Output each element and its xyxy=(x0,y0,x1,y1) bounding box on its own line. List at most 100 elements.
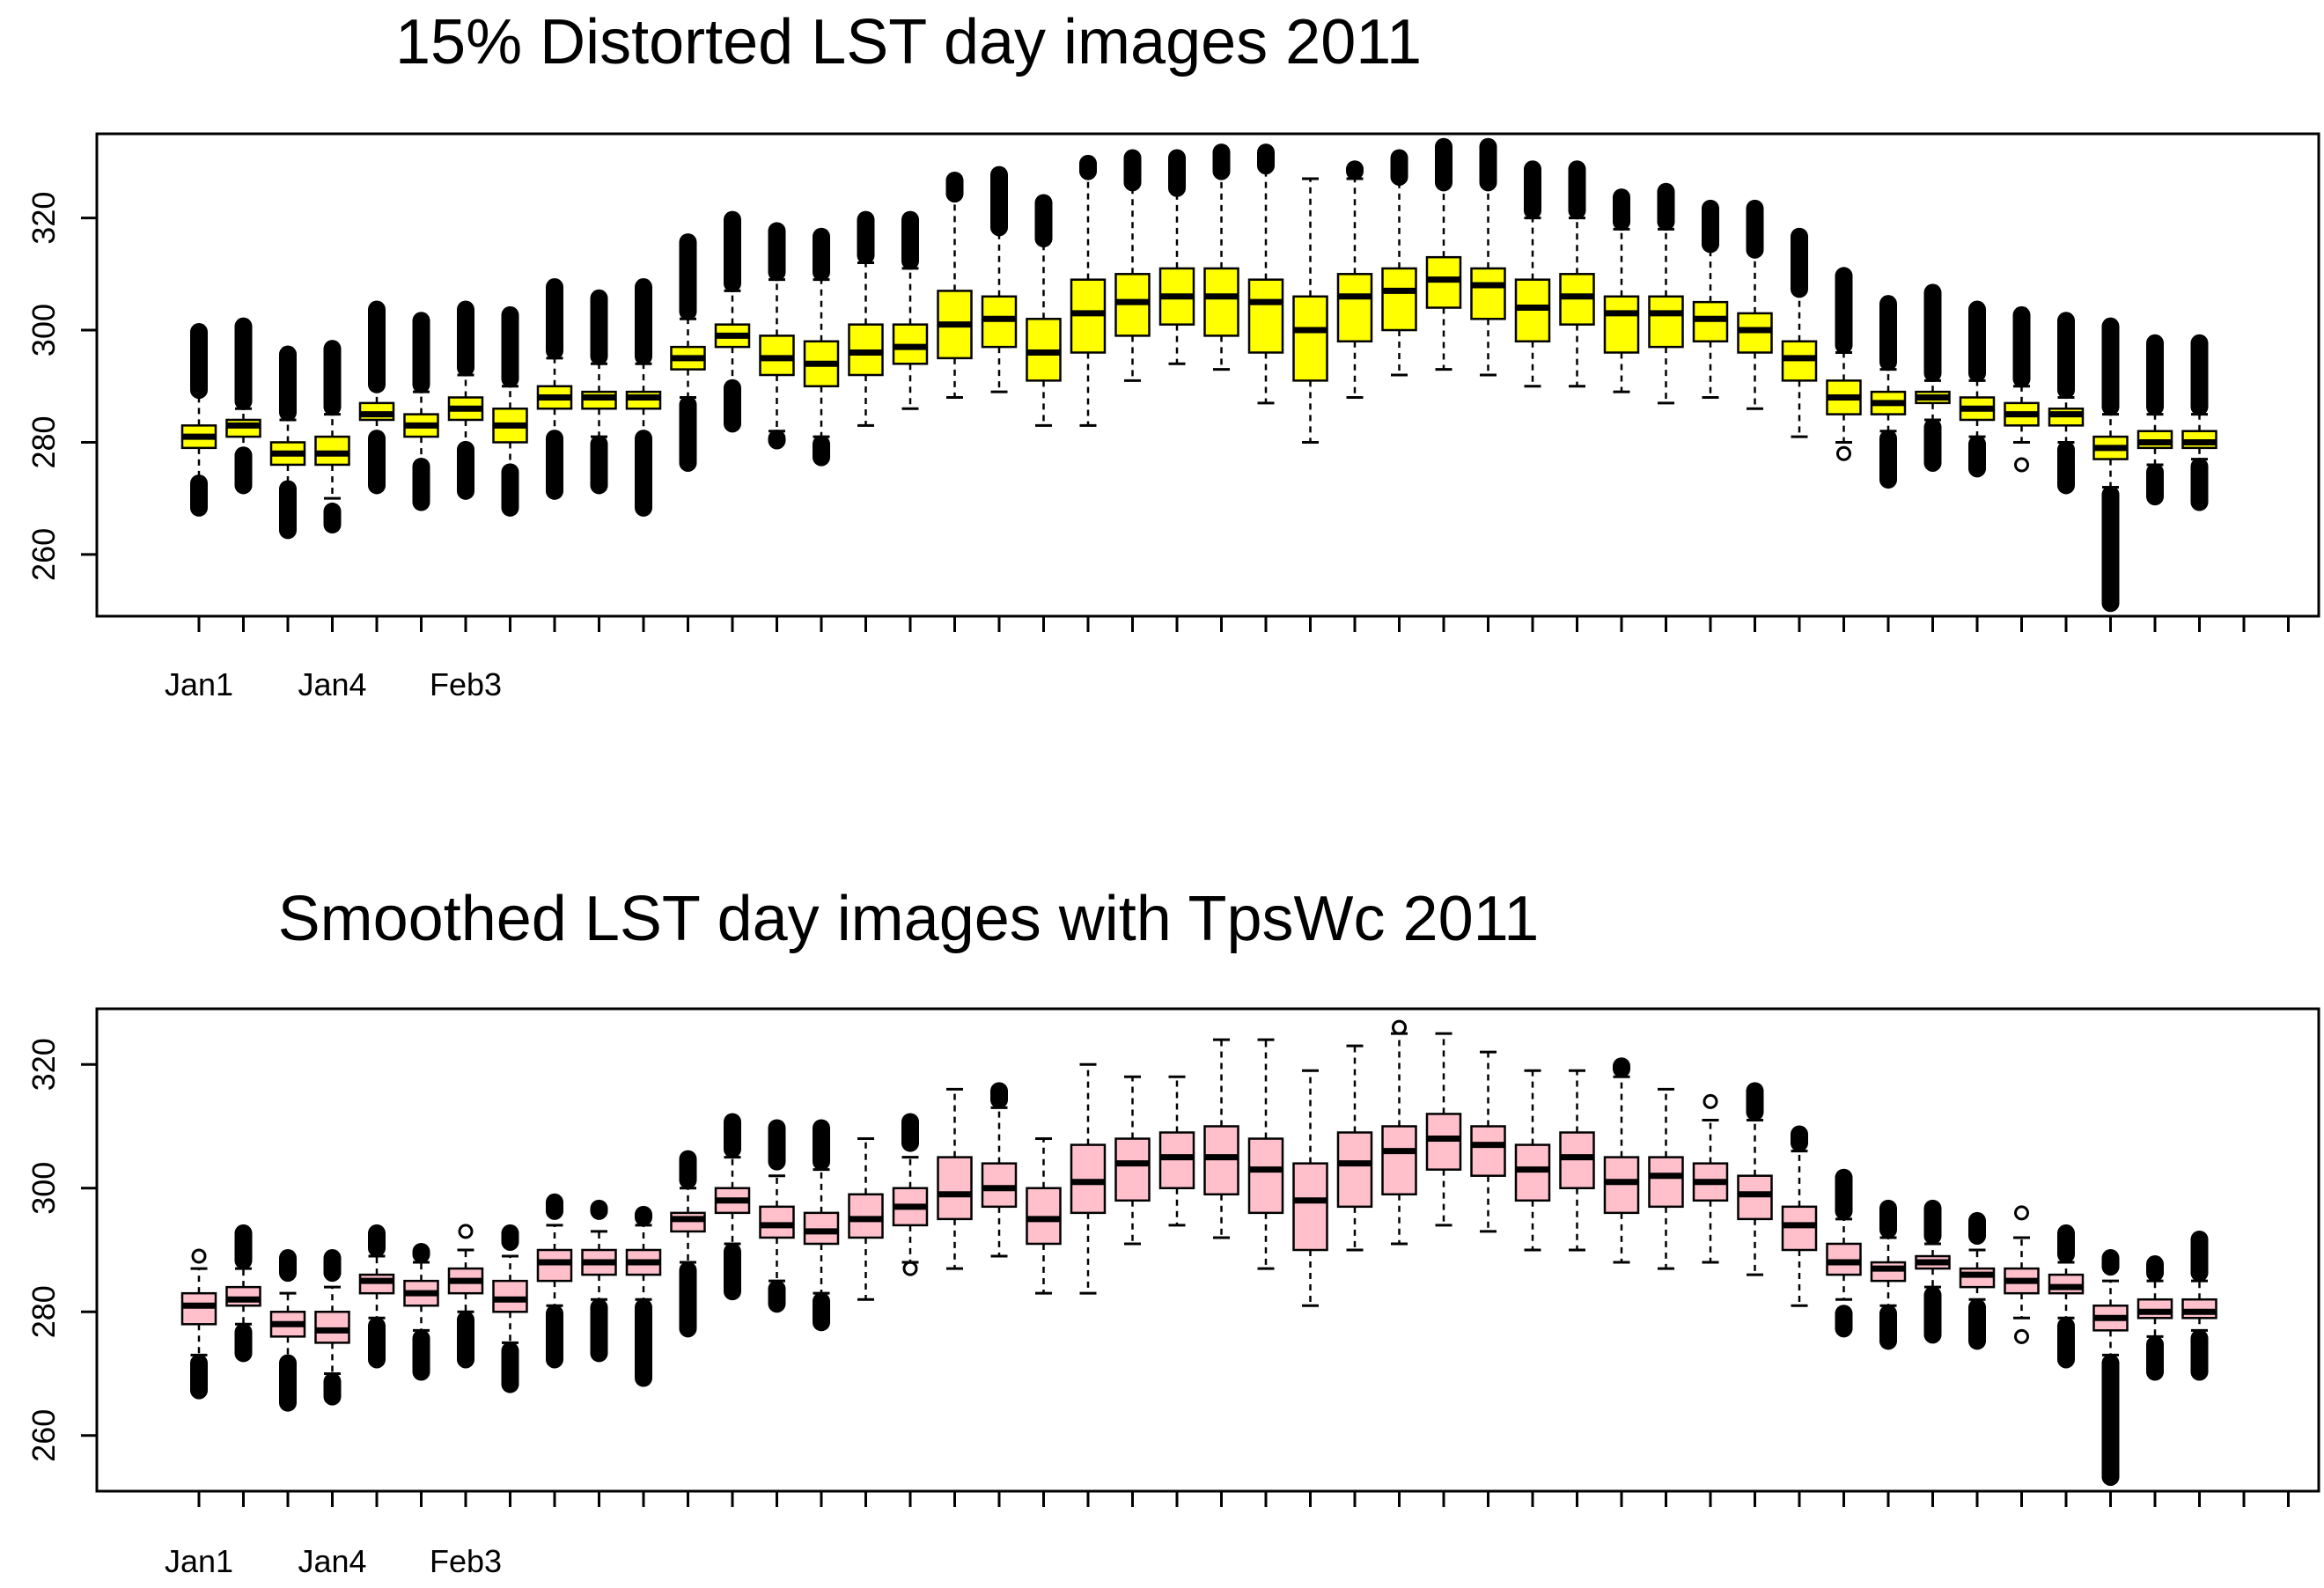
box-body xyxy=(1336,273,1373,343)
outliers-high xyxy=(323,1249,342,1283)
outliers-high xyxy=(1879,1199,1897,1239)
box-body xyxy=(2136,1298,2173,1320)
outliers-high xyxy=(1435,137,1452,192)
outliers-high xyxy=(1346,160,1364,180)
outliers-high xyxy=(1746,1082,1764,1121)
outliers-high xyxy=(234,317,253,410)
outliers-low xyxy=(279,1354,297,1412)
outliers-high xyxy=(724,1113,741,1158)
box-Jan4 xyxy=(314,1249,350,1406)
outliers-low xyxy=(368,1317,386,1369)
x-tick-label: Jan1 xyxy=(165,666,233,702)
outliers-high xyxy=(2146,1255,2164,1283)
outliers-high xyxy=(1212,143,1231,180)
box-body xyxy=(1381,1125,1417,1196)
box-Feb4 xyxy=(492,305,528,517)
outliers-low xyxy=(501,463,519,517)
box-Sep1 xyxy=(1603,1057,1640,1264)
outliers-high xyxy=(191,1248,207,1264)
box-Oct1 xyxy=(1781,227,1818,438)
outliers-low xyxy=(768,430,786,450)
box-Apr3 xyxy=(803,227,840,467)
outliers-high xyxy=(679,1150,697,1189)
outliers-low xyxy=(2146,463,2164,506)
y-tick-label: 280 xyxy=(26,415,62,468)
box-Jul3 xyxy=(1336,1044,1373,1252)
box-Nov1 xyxy=(1959,1211,1996,1350)
outliers-high xyxy=(768,222,786,282)
outliers-high xyxy=(2014,1205,2029,1221)
box-Mar1 xyxy=(536,1193,573,1369)
outliers-high xyxy=(2057,312,2075,400)
outliers-high xyxy=(279,1249,297,1283)
outliers-high xyxy=(1968,1211,1986,1245)
outliers-low xyxy=(724,1243,741,1301)
chart-smoothed-lst: Smoothed LST day images with TpsWc 2011 … xyxy=(26,884,2320,1579)
outliers-high xyxy=(1835,1168,1853,1220)
outliers-low xyxy=(1835,1305,1853,1338)
outliers-low xyxy=(279,480,297,540)
outliers-high xyxy=(458,1224,474,1239)
box-Jun2 xyxy=(1114,149,1151,382)
box-body xyxy=(937,1156,973,1221)
box-body xyxy=(1114,1137,1151,1202)
box-Sep4 xyxy=(1737,199,1773,410)
outliers-high xyxy=(990,1082,1008,1109)
outliers-high xyxy=(813,1119,830,1171)
outliers-low xyxy=(635,1298,652,1387)
outliers-high xyxy=(1923,283,1942,382)
box-Jun3 xyxy=(1158,1075,1195,1227)
outliers-low xyxy=(2057,440,2075,495)
outliers-low xyxy=(2101,485,2120,613)
box-Mar3 xyxy=(625,1205,662,1387)
outliers-high xyxy=(1613,1057,1630,1078)
box-Oct4 xyxy=(1915,283,1951,472)
outliers-low xyxy=(2146,1335,2164,1381)
outliers-high xyxy=(1392,1019,1407,1035)
outliers-high xyxy=(1791,1125,1808,1152)
box-Apr2 xyxy=(759,1119,795,1313)
box-Mar2 xyxy=(581,1199,617,1363)
box-Feb4 xyxy=(492,1224,528,1393)
outliers-high xyxy=(945,171,964,203)
outliers-high xyxy=(679,233,697,320)
box-Apr1 xyxy=(714,210,751,433)
box-Feb3 xyxy=(447,1224,484,1369)
outliers-high xyxy=(635,1205,652,1226)
box-Mar4 xyxy=(670,1150,706,1338)
box-body xyxy=(1603,1156,1640,1215)
outliers-high xyxy=(2101,317,2120,416)
outliers-high xyxy=(2146,334,2164,416)
box-Jul3 xyxy=(1336,160,1373,399)
box-Jun1 xyxy=(1070,154,1107,427)
x-tick-label: Feb3 xyxy=(430,1543,502,1579)
box-body xyxy=(670,1211,706,1233)
box-body xyxy=(1381,267,1417,332)
outliers-high xyxy=(2101,1249,2120,1276)
box-Nov3 xyxy=(2048,312,2085,495)
box-body xyxy=(1603,295,1640,354)
box-Jun4 xyxy=(1203,143,1239,371)
outliers-low xyxy=(1879,1305,1897,1350)
y-tick-label: 280 xyxy=(26,1285,62,1338)
box-Jun4 xyxy=(1203,1038,1239,1239)
box-body xyxy=(1514,1143,1551,1202)
outliers-high xyxy=(768,1119,786,1171)
outliers-high xyxy=(1613,188,1630,231)
box-May4 xyxy=(1026,1137,1062,1295)
box-body xyxy=(1247,278,1284,354)
outliers-high xyxy=(1879,295,1897,371)
box-body xyxy=(225,1285,261,1307)
outliers-high xyxy=(901,1113,919,1152)
box-body xyxy=(1648,295,1684,349)
box-Aug4 xyxy=(1559,1069,1595,1252)
box-body xyxy=(1737,1174,1773,1221)
box-Sep3 xyxy=(1692,1093,1729,1264)
outliers-low xyxy=(323,1372,342,1406)
box-body xyxy=(1292,295,1328,382)
box-Nov4 xyxy=(2092,317,2129,613)
box-Apr1 xyxy=(714,1113,751,1301)
box-body xyxy=(1292,1162,1328,1252)
outliers-high xyxy=(1079,154,1097,180)
y-tick-label: 260 xyxy=(26,1409,62,1462)
